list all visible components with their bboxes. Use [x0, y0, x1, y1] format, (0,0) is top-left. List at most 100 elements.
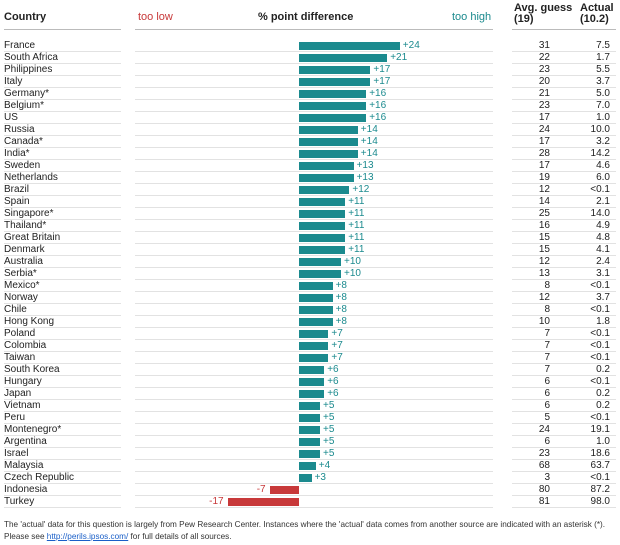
- row-divider: [135, 399, 493, 400]
- actual-value: <0.1: [590, 376, 610, 387]
- row-divider: [135, 51, 493, 52]
- value-label: +21: [390, 52, 408, 63]
- value-label: +7: [331, 328, 343, 339]
- row-divider: [135, 483, 493, 484]
- actual-value: 0.2: [596, 388, 610, 399]
- country-label: US: [4, 112, 18, 123]
- row-divider: [512, 459, 616, 460]
- bar: [299, 378, 325, 386]
- bar: [299, 258, 341, 266]
- row-divider: [512, 435, 616, 436]
- avg-guess-value: 5: [544, 412, 550, 423]
- row-divider: [135, 219, 493, 220]
- country-label: Turkey: [4, 496, 35, 507]
- row-divider: [4, 387, 121, 388]
- bar: [299, 210, 346, 218]
- country-label: Taiwan: [4, 352, 36, 363]
- actual-value: 3.2: [596, 136, 610, 147]
- row-divider: [135, 243, 493, 244]
- avg-guess-value: 15: [538, 232, 550, 243]
- row-divider: [135, 231, 493, 232]
- country-label: Norway: [4, 292, 38, 303]
- avg-guess-value: 19: [538, 172, 550, 183]
- row-divider: [135, 99, 493, 100]
- sources-link[interactable]: http://perils.ipsos.com/: [46, 532, 129, 541]
- row-divider: [135, 471, 493, 472]
- bar: [299, 138, 358, 146]
- footnote-pre: Please see: [4, 532, 47, 541]
- row-divider: [512, 183, 616, 184]
- actual-value: 3.1: [596, 268, 610, 279]
- country-label: Poland: [4, 328, 36, 339]
- bar: [299, 354, 329, 362]
- actual-value: 7.0: [596, 100, 610, 111]
- row-divider: [512, 483, 616, 484]
- value-label: +10: [344, 268, 361, 279]
- row-divider: [512, 219, 616, 220]
- row-divider: [4, 315, 121, 316]
- bar: [299, 342, 329, 350]
- avg-guess-value: 31: [538, 40, 550, 51]
- row-divider: [135, 387, 493, 388]
- country-label: France: [4, 40, 36, 51]
- row-divider: [4, 351, 121, 352]
- country-label: Czech Republic: [4, 472, 75, 483]
- value-label: +14: [360, 124, 378, 135]
- actual-value: 18.6: [590, 448, 610, 459]
- row-divider: [135, 159, 493, 160]
- row-divider: [135, 63, 493, 64]
- row-divider: [135, 363, 493, 364]
- label-too-low: too low: [138, 11, 173, 23]
- actual-value: <0.1: [590, 472, 610, 483]
- avg-guess-value: 81: [538, 496, 550, 507]
- avg-guess-value: 7: [544, 352, 550, 363]
- actual-value: <0.1: [590, 340, 610, 351]
- row-divider: [512, 279, 616, 280]
- actual-value: 7.5: [596, 40, 610, 51]
- avg-guess-value: 20: [538, 76, 550, 87]
- row-divider: [4, 267, 121, 268]
- row-divider: [4, 231, 121, 232]
- avg-guess-value: 24: [538, 424, 550, 435]
- row-divider: [4, 423, 121, 424]
- value-label: +6: [327, 388, 339, 399]
- row-divider: [4, 219, 121, 220]
- avg-guess-value: 12: [538, 292, 550, 303]
- avg-guess-value: 17: [538, 160, 550, 171]
- country-label: Sweden: [4, 160, 41, 171]
- row-divider: [4, 447, 121, 448]
- value-label: +12: [352, 184, 370, 195]
- row-divider: [4, 207, 121, 208]
- value-label: +8: [335, 292, 347, 303]
- avg-guess-value: 6: [544, 388, 550, 399]
- avg-guess-value: 28: [538, 148, 550, 159]
- row-divider: [135, 135, 493, 136]
- row-divider: [4, 255, 121, 256]
- actual-value: 2.4: [596, 256, 610, 267]
- row-divider: [512, 135, 616, 136]
- avg-guess-value: 13: [538, 268, 550, 279]
- row-divider: [512, 171, 616, 172]
- country-label: Hong Kong: [4, 316, 55, 327]
- row-divider: [4, 495, 121, 496]
- country-label: Israel: [4, 448, 29, 459]
- avg-guess-value: 12: [538, 184, 550, 195]
- row-divider: [135, 459, 493, 460]
- row-divider: [512, 495, 616, 496]
- country-label: Germany*: [4, 88, 50, 99]
- value-label: +14: [360, 148, 378, 159]
- bar: [299, 126, 358, 134]
- actual-value: 14.2: [590, 148, 610, 159]
- bar: [299, 150, 358, 158]
- row-divider: [512, 315, 616, 316]
- row-divider: [512, 399, 616, 400]
- bar: [299, 306, 333, 314]
- bar: [299, 54, 388, 62]
- actual-value: 6.0: [596, 172, 610, 183]
- value-label: +17: [373, 64, 391, 75]
- row-divider: [135, 351, 493, 352]
- row-divider: [4, 291, 121, 292]
- row-divider: [4, 375, 121, 376]
- value-label: +14: [360, 136, 378, 147]
